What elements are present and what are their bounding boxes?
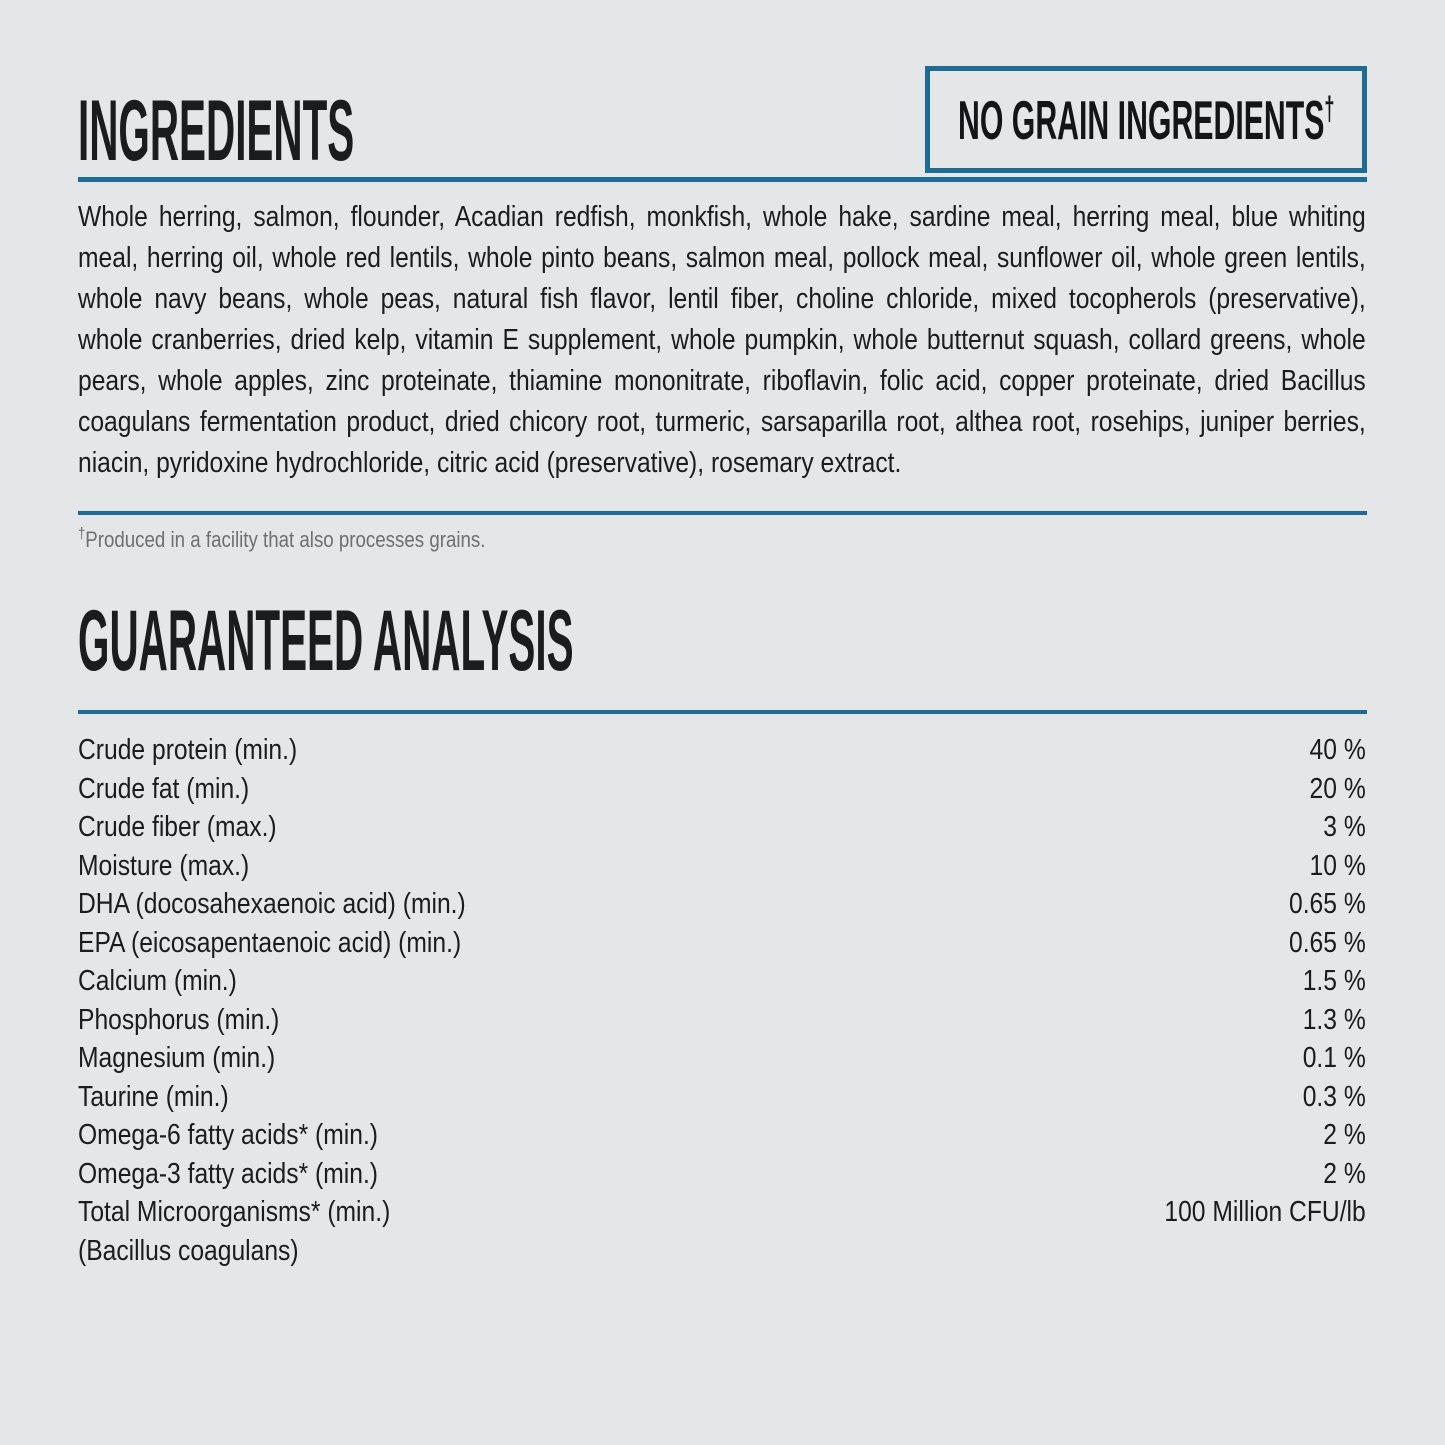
table-row: Omega-3 fatty acids* (min.) 2 % — [78, 1155, 1366, 1194]
ingredients-body-wrap: Whole herring, salmon, flounder, Acadian… — [78, 197, 1366, 484]
nutrient-label: Phosphorus (min.) — [78, 1003, 280, 1036]
nutrient-value: 40 % — [1309, 734, 1366, 766]
table-row: DHA (docosahexaenoic acid) (min.) 0.65 % — [78, 885, 1366, 924]
footnote-wrap: †Produced in a facility that also proces… — [78, 526, 1366, 554]
nutrient-value: 0.1 % — [1302, 1042, 1366, 1074]
nutrient-value: 2 % — [1323, 1157, 1366, 1190]
nutrient-value: 3 % — [1323, 811, 1366, 843]
dagger-mark: † — [78, 525, 86, 543]
nutrient-value: 0.3 % — [1302, 1080, 1366, 1113]
nutrient-value: 100 Million CFU/lb — [1164, 1196, 1366, 1228]
dagger-mark: † — [1324, 89, 1335, 127]
analysis-table-wrap: Crude protein (min.) 40 % Crude fat (min… — [78, 731, 1366, 1270]
table-row: Taurine (min.) 0.3 % — [78, 1078, 1366, 1117]
grain-facility-footnote: †Produced in a facility that also proces… — [78, 526, 1366, 554]
table-row: Calcium (min.) 1.5 % — [78, 962, 1366, 1001]
guaranteed-analysis-title: GUARANTEED ANALYSIS — [78, 598, 1367, 684]
footnote-text: Produced in a facility that also process… — [85, 527, 486, 552]
guaranteed-analysis-table: Crude protein (min.) 40 % Crude fat (min… — [78, 731, 1366, 1270]
nutrient-label: Calcium (min.) — [78, 965, 237, 997]
no-grain-badge-label: NO GRAIN INGREDIENTS — [957, 88, 1325, 151]
nutrient-label: Total Microorganisms* (min.) — [78, 1196, 391, 1228]
nutrient-label: Omega-6 fatty acids* (min.) — [78, 1119, 379, 1151]
table-row: Omega-6 fatty acids* (min.) 2 % — [78, 1116, 1366, 1155]
ingredients-divider — [78, 177, 1367, 182]
nutrient-value: 10 % — [1309, 849, 1366, 882]
nutrient-label: Crude fat (min.) — [78, 772, 250, 805]
table-row: Crude protein (min.) 40 % — [78, 731, 1366, 770]
table-row: EPA (eicosapentaenoic acid) (min.) 0.65 … — [78, 924, 1366, 963]
analysis-divider — [78, 710, 1367, 714]
no-grain-badge-text: NO GRAIN INGREDIENTS† — [958, 88, 1334, 152]
table-row: Crude fiber (max.) 3 % — [78, 808, 1366, 847]
nutrient-value: 2 % — [1323, 1119, 1366, 1151]
table-row: Magnesium (min.) 0.1 % — [78, 1039, 1366, 1078]
ingredients-list-text: Whole herring, salmon, flounder, Acadian… — [78, 201, 1366, 479]
ingredients-header: INGREDIENTS NO GRAIN INGREDIENTS† — [78, 0, 1367, 174]
guaranteed-analysis-title-text: GUARANTEED ANALYSIS — [78, 593, 574, 689]
nutrient-label: (Bacillus coagulans) — [78, 1234, 299, 1267]
table-row: Crude fat (min.) 20 % — [78, 770, 1366, 809]
table-row: Moisture (max.) 10 % — [78, 847, 1366, 886]
ingredients-title-text: INGREDIENTS — [78, 83, 355, 179]
nutrient-label: Magnesium (min.) — [78, 1042, 276, 1074]
nutrient-label: DHA (docosahexaenoic acid) (min.) — [78, 888, 466, 920]
nutrient-value: 1.3 % — [1302, 1003, 1366, 1036]
nutrient-label: Crude protein (min.) — [78, 734, 298, 766]
table-row: Phosphorus (min.) 1.3 % — [78, 1001, 1366, 1040]
nutrient-label: Omega-3 fatty acids* (min.) — [78, 1157, 379, 1190]
nutrient-value: 20 % — [1309, 772, 1366, 805]
no-grain-badge: NO GRAIN INGREDIENTS† — [925, 66, 1367, 173]
footnote-divider — [78, 511, 1367, 515]
nutrient-label: Taurine (min.) — [78, 1080, 229, 1113]
nutrient-value: 0.65 % — [1288, 888, 1366, 920]
nutrient-label: EPA (eicosapentaenoic acid) (min.) — [78, 926, 462, 959]
table-row: (Bacillus coagulans) — [78, 1232, 1366, 1271]
table-row: Total Microorganisms* (min.) 100 Million… — [78, 1193, 1366, 1232]
nutrient-value: 1.5 % — [1302, 965, 1366, 997]
nutrient-label: Crude fiber (max.) — [78, 811, 277, 843]
nutrient-value: 0.65 % — [1288, 926, 1366, 959]
nutrient-label: Moisture (max.) — [78, 849, 250, 882]
ingredients-title: INGREDIENTS — [78, 88, 666, 174]
